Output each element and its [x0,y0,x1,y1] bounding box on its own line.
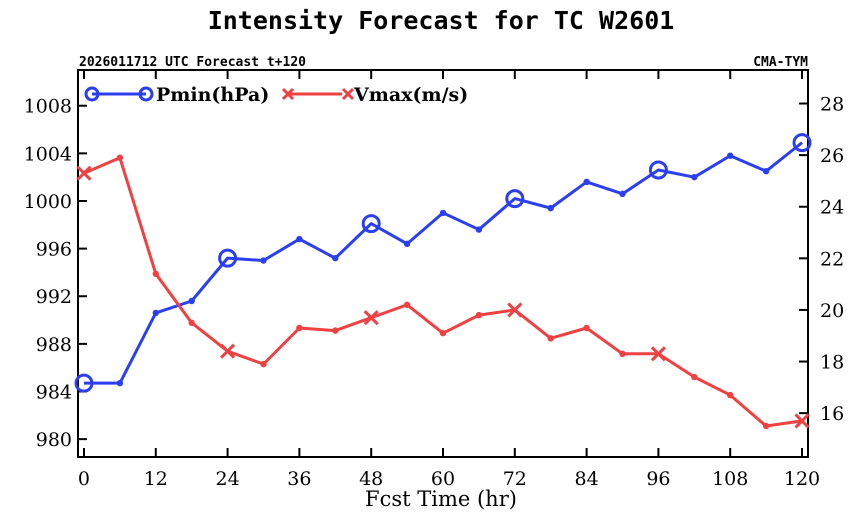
x-tick-label: 84 [575,468,599,490]
pmin-point [727,152,734,159]
y-left-tick-label: 1008 [24,96,72,118]
x-tick-label: 108 [712,468,748,490]
pmin-point [403,240,411,248]
vmax-point-marker [650,346,666,362]
vmax-point [403,301,411,308]
y-right-tick-label: 24 [820,197,844,219]
pmin-point [116,379,124,387]
pmin-point [583,178,590,186]
forecast-init-label: 2026011712 UTC Forecast t+120 [79,55,306,70]
legend-vmax-marker [341,87,355,101]
x-tick-label: 48 [359,468,383,490]
pmin-point-marker [792,133,812,153]
y-right-tick-label: 22 [820,248,844,270]
vmax-point [152,270,159,278]
y-left-tick-label: 1000 [24,191,72,213]
vmax-point [188,319,195,327]
pmin-point [188,297,195,305]
y-left-tick-label: 984 [36,382,72,404]
vmax-point [583,324,590,332]
vmax-point [691,373,698,381]
pmin-point [691,173,698,181]
vmax-point [116,154,124,161]
y-right-tick-label: 18 [820,352,844,374]
pmin-point [296,235,303,243]
legend: Pmin(hPa) Vmax(m/s) [84,84,468,106]
y-right-tick-label: 26 [820,145,844,167]
pmin-point-marker [648,160,668,180]
x-tick-label: 96 [646,468,670,490]
vmax-point-marker [363,310,379,326]
legend-pmin-marker [84,86,100,102]
y-left-tick-label: 996 [36,239,72,261]
vmax-series-line [83,156,803,428]
vmax-point [260,360,267,368]
vmax-point [475,311,483,319]
x-tick-label: 12 [144,468,168,490]
x-tick-label: 72 [503,468,527,490]
legend-vmax-marker [281,87,295,101]
x-tick-label: 36 [287,468,311,490]
vmax-point [619,350,626,357]
pmin-point [762,168,770,175]
x-tick-label: 0 [78,468,90,490]
vmax-point [332,327,339,334]
vmax-point-marker [507,302,523,318]
y-left-tick-label: 1004 [24,143,72,165]
y-left-tick-label: 980 [36,429,72,451]
axis-ticks: 0 12 24 36 48 60 72 84 96 108 120 980 984 988 992 996 10… [24,70,844,490]
vmax-point [296,324,303,332]
y-right-tick-label: 20 [820,300,844,322]
vmax-point-marker [220,343,236,359]
pmin-point-marker [218,248,238,268]
pmin-point-marker [505,189,525,209]
chart-title: Intensity Forecast for TC W2601 [208,6,675,35]
pmin-point [332,254,339,262]
pmin-point-marker [361,214,381,234]
vmax-point [547,335,554,342]
pmin-point [439,209,447,217]
x-tick-label: 24 [215,468,239,490]
pmin-point [547,204,554,212]
y-left-tick-label: 992 [36,286,72,308]
legend-pmin-label: Pmin(hPa) [156,84,269,106]
x-tick-label: 120 [784,468,820,490]
series-layer [74,133,812,430]
vmax-point-marker [76,165,92,181]
vmax-point [727,391,734,399]
model-name-label: CMA-TYM [753,55,808,70]
plot-frame [77,69,809,458]
y-right-tick-label: 16 [820,403,844,425]
vmax-point [439,329,447,337]
pmin-point [475,226,483,233]
y-right-tick-label: 28 [820,94,844,116]
pmin-point [619,190,626,198]
legend-pmin-marker [138,86,154,102]
vmax-point [762,422,770,430]
pmin-point [152,309,159,317]
pmin-point-marker [74,373,94,393]
y-left-tick-label: 988 [36,334,72,356]
pmin-point [260,257,267,264]
vmax-point-marker [794,413,810,429]
x-tick-label: 60 [431,468,455,490]
legend-vmax-label: Vmax(m/s) [353,84,468,106]
x-axis-label: Fcst Time (hr) [365,487,517,511]
